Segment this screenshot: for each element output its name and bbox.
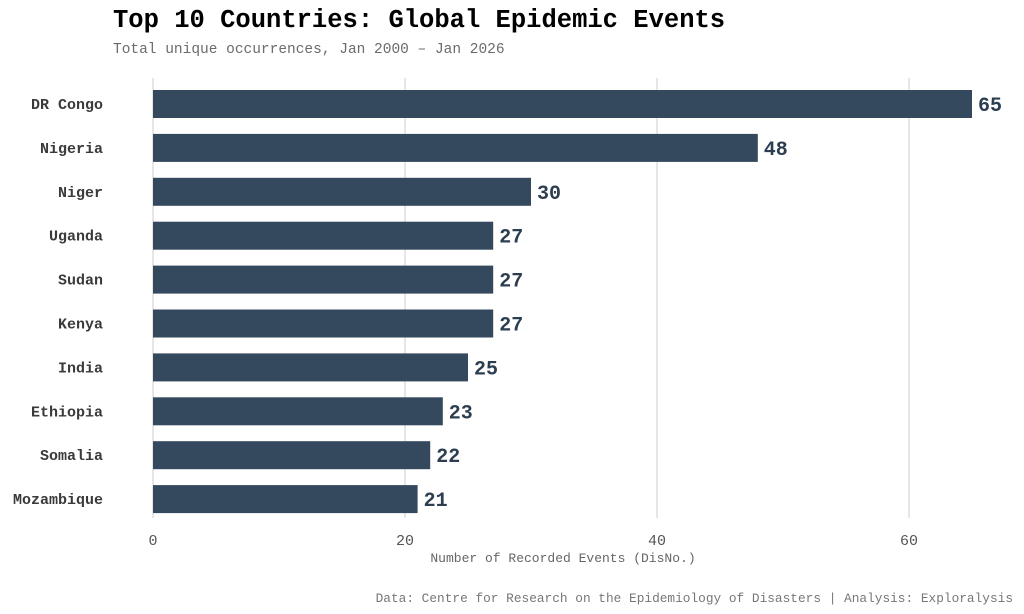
value-label: 30 [537, 183, 561, 206]
bar [153, 353, 468, 382]
category-label: Mozambique [13, 492, 103, 509]
x-tick-label: 60 [900, 533, 918, 550]
x-axis-label: Number of Recorded Events (DisNo.) [430, 551, 695, 566]
bar [153, 133, 758, 162]
bar [153, 177, 531, 206]
bar [153, 441, 431, 470]
bar [153, 90, 972, 118]
value-label: 21 [424, 490, 448, 513]
x-tick-label: 40 [648, 533, 666, 550]
bar [153, 309, 494, 338]
chart-title: Top 10 Countries: Global Epidemic Events [113, 6, 725, 35]
value-label: 22 [436, 446, 460, 469]
value-label: 27 [499, 271, 523, 294]
bar [153, 265, 494, 294]
value-label: 25 [474, 358, 498, 381]
category-label: Nigeria [40, 141, 103, 158]
value-label: 23 [449, 402, 473, 425]
chart-subtitle: Total unique occurrences, Jan 2000 – Jan… [113, 42, 505, 58]
bar [153, 221, 494, 250]
bar [153, 485, 418, 514]
category-label: Somalia [40, 448, 103, 465]
value-label: 27 [499, 315, 523, 338]
x-tick-label: 20 [396, 533, 414, 550]
category-label: Niger [58, 185, 103, 202]
category-label: DR Congo [31, 97, 103, 114]
bars: DR Congo 65 Nigeria 48 Niger 30 Uganda 27 Sudan 2… [13, 90, 1002, 514]
bar [153, 397, 443, 426]
category-label: Kenya [58, 317, 103, 334]
x-axis-ticks: 0 20 40 60 [148, 533, 918, 550]
category-label: Uganda [49, 229, 103, 246]
category-label: Sudan [58, 273, 103, 290]
value-label: 65 [978, 95, 1002, 118]
value-label: 27 [499, 227, 523, 250]
value-label: 48 [764, 139, 788, 162]
category-label: India [58, 360, 103, 377]
caption: Data: Centre for Research on the Epidemi… [376, 591, 1013, 606]
category-label: Ethiopia [31, 404, 103, 421]
x-tick-label: 0 [148, 533, 157, 550]
